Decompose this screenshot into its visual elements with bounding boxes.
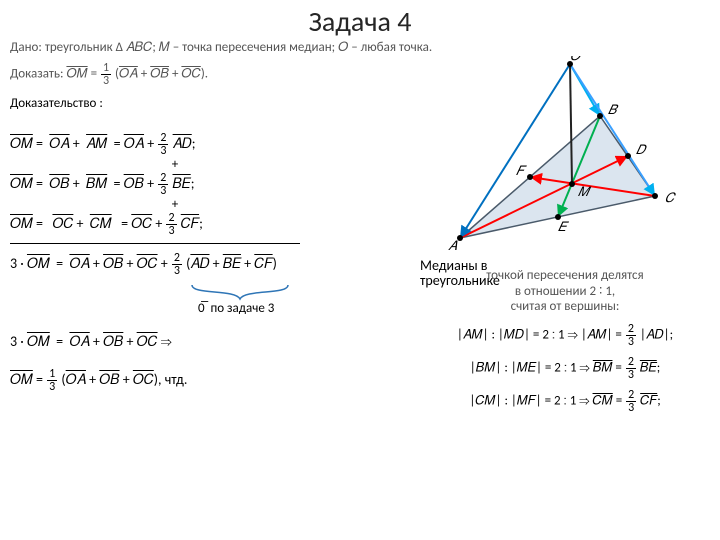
svg-text:𝑂: 𝑂 — [570, 56, 582, 64]
svg-text:𝐶: 𝐶 — [665, 191, 677, 206]
sum-line — [10, 243, 300, 244]
slide-title: Задача 4 — [0, 4, 720, 39]
svg-text:𝐵: 𝐵 — [608, 103, 619, 118]
given-text: Дано: треугольник ∆ 𝐴𝐵𝐶; 𝑀 – точка перес… — [10, 40, 432, 55]
svg-text:𝐹: 𝐹 — [516, 164, 527, 179]
brace: 0̅ по задаче 3 — [10, 283, 300, 317]
prove-text: Доказать: 𝑂𝑀 = 13 (𝑂𝐴 + 𝑂𝐵 + 𝑂𝐶). — [10, 62, 208, 87]
brace-icon — [190, 283, 290, 303]
median-body: точкой пересечения делятся в отношении 2… — [420, 268, 710, 422]
svg-text:𝐴: 𝐴 — [448, 239, 458, 254]
brace-text: по задаче 3 — [210, 301, 274, 316]
prove-om: 𝑂𝑀 — [66, 67, 87, 82]
brace-zero: 0̅ — [198, 301, 205, 316]
triangle-diagram: 𝑂𝐴𝐵𝐶𝐷𝐸𝐹𝑀 — [430, 56, 690, 256]
svg-text:𝐸: 𝐸 — [558, 220, 570, 235]
proof-label: Доказательство : — [10, 96, 103, 111]
proof-body: 𝑂𝑀 = 𝑂𝐴 + 𝐴𝑀 = 𝑂𝐴 + 23 𝐴𝐷; + 𝑂𝑀 = 𝑂𝐵 + 𝐵… — [10, 126, 360, 399]
prove-prefix: Доказать: — [10, 67, 66, 82]
svg-text:𝐷: 𝐷 — [636, 143, 647, 158]
